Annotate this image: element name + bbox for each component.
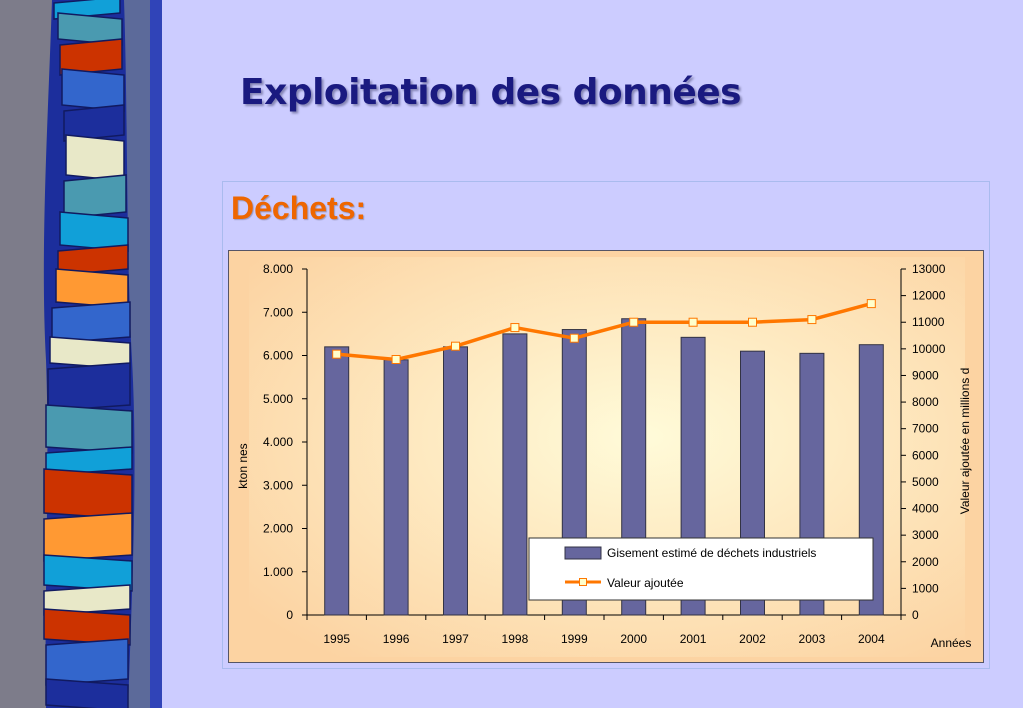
x-tick-label: 1997: [442, 632, 469, 646]
x-tick-label: 2004: [858, 632, 885, 646]
combo-chart: 0 1.000 2.000 3.000 4.000 5.000 6.000 7.000 8.00…: [236, 257, 972, 657]
x-tick-label: 1995: [323, 632, 350, 646]
line-point: [866, 299, 876, 309]
legend-line-label: Valeur ajoutée: [607, 576, 684, 590]
y2-tick-label: 2000: [912, 555, 939, 569]
x-tick-label: 2003: [799, 632, 826, 646]
x-tick-label: 2001: [680, 632, 707, 646]
line-point: [451, 341, 460, 351]
y2-tick-label: 12000: [912, 289, 946, 303]
sidebar-stripe: [43, 468, 133, 520]
sidebar-stripe: [65, 134, 125, 182]
sidebar-stripe: [63, 104, 125, 142]
legend-bar-label: Gisement estimé de déchets industriels: [607, 546, 816, 560]
x-tick-label: 1998: [502, 632, 529, 646]
line-point: [688, 317, 698, 327]
y-tick-label: 0: [286, 608, 293, 622]
line-point: [629, 317, 639, 327]
y2-tick-label: 4000: [912, 502, 939, 516]
section-subtitle: Déchets:: [231, 190, 367, 226]
y-tick-label: 7.000: [263, 305, 293, 319]
sidebar-stripe: [57, 244, 129, 276]
x-tick-label: 2000: [620, 632, 647, 646]
y2-tick-label: 1000: [912, 581, 939, 595]
line-point: [807, 315, 817, 325]
line-point: [391, 354, 401, 364]
y-axis-label: kton nes: [236, 443, 250, 488]
y2-tick-label: 11000: [912, 315, 945, 329]
sidebar-stripe: [45, 446, 133, 476]
y2-tick-label: 6000: [912, 448, 939, 462]
y2-tick-label: 7000: [912, 422, 939, 436]
y2-axis-label: Valeur ajoutée en millions d: [958, 368, 972, 515]
y-tick-label: 1.000: [263, 565, 293, 579]
y-tick-label: 3.000: [263, 478, 293, 492]
y-tick-label: 2.000: [263, 522, 293, 536]
page-title: Exploitation des données: [240, 72, 742, 113]
sidebar-stripe: [43, 554, 133, 592]
bar: [324, 346, 350, 616]
y-tick-label: 5.000: [263, 392, 293, 406]
chart-frame: 0 1.000 2.000 3.000 4.000 5.000 6.000 7.000 8.00…: [228, 250, 984, 663]
value-line: [336, 301, 872, 362]
sidebar-stripe: [45, 638, 129, 686]
y2-tick-label: 8000: [912, 395, 939, 409]
sidebar-stripe: [43, 512, 133, 562]
y-tick-label: 6.000: [263, 349, 293, 363]
sidebar-stripe: [59, 38, 123, 76]
y2-tick-label: 0: [912, 608, 919, 622]
chart-legend: Gisement estimé de déchets industriels V…: [528, 537, 874, 601]
legend-bar-swatch: [564, 546, 602, 560]
x-tick-label: 1999: [561, 632, 588, 646]
x-tick-label: 2002: [739, 632, 766, 646]
y-tick-label: 4.000: [263, 435, 293, 449]
line-point: [510, 323, 520, 333]
sidebar-stripe: [45, 678, 129, 708]
line-point: [569, 333, 579, 343]
bar: [502, 333, 528, 616]
bar: [443, 346, 468, 616]
legend-line-marker: [579, 578, 587, 586]
sidebar-stripe: [55, 268, 129, 309]
y-tick-label: 8.000: [263, 262, 293, 276]
sidebar-stripe: [47, 362, 131, 412]
sidebar-stripe: [61, 68, 125, 112]
sidebar-stripe: [43, 608, 131, 646]
sidebar-stripe: [51, 301, 131, 344]
sidebar-stripe: [63, 174, 127, 219]
line-point: [748, 317, 757, 327]
x-tick-label: 1996: [383, 632, 410, 646]
y2-tick-label: 13000: [912, 262, 946, 276]
sidebar-stripe: [43, 584, 131, 616]
bar: [383, 359, 409, 616]
y2-tick-label: 3000: [912, 528, 939, 542]
line-point: [332, 349, 342, 359]
y2-tick-label: 5000: [912, 475, 939, 489]
sidebar-stripe: [45, 404, 133, 454]
x-axis-label: Années: [931, 636, 972, 650]
decorative-sidebar: [0, 0, 162, 708]
y2-tick-label: 10000: [912, 342, 946, 356]
y2-tick-label: 9000: [912, 368, 939, 382]
content-panel: [222, 181, 990, 669]
